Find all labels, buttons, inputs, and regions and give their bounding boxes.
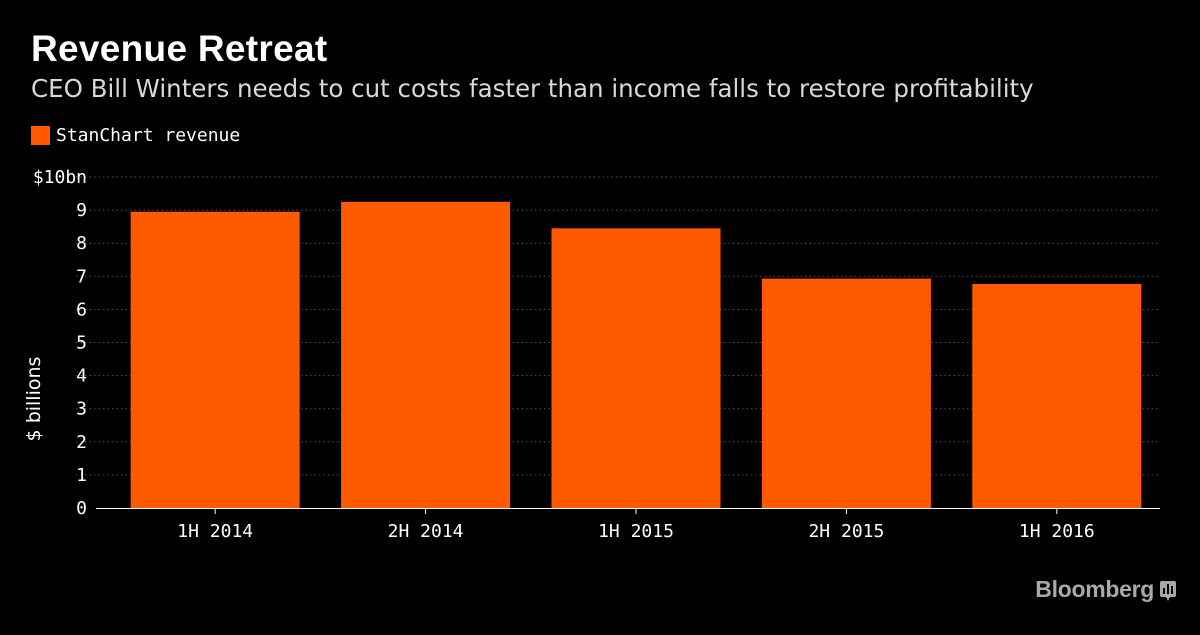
bar: [551, 228, 721, 508]
bar: [972, 283, 1142, 508]
y-tick-label: 2: [76, 432, 87, 453]
y-tick-label: 5: [76, 333, 87, 354]
bloomberg-chart-icon: [1160, 580, 1176, 601]
y-tick-label: 6: [76, 299, 87, 320]
source-branding: Bloomberg: [1035, 576, 1176, 603]
legend-label: StanChart revenue: [56, 124, 241, 146]
bar: [130, 211, 300, 508]
y-tick-label: 7: [76, 266, 87, 287]
legend-swatch: [31, 125, 50, 145]
y-tick-label: 4: [76, 366, 87, 387]
y-axis-ticks: 0 1 2 3 4 5 6 7 8 9 $10bn: [33, 167, 87, 519]
x-axis: 1H 2014 2H 2014 1H 2015 2H 2015 1H 2016: [96, 508, 1160, 542]
legend: StanChart revenue: [31, 124, 241, 146]
x-tick-label: 1H 2015: [598, 521, 674, 542]
y-tick-label: 9: [76, 200, 87, 221]
x-tick-label: 2H 2014: [388, 521, 464, 542]
bloomberg-logo: Bloomberg: [1035, 576, 1154, 602]
bars: [130, 201, 1142, 508]
y-tick-label: 3: [76, 399, 87, 420]
x-tick-label: 1H 2016: [1019, 521, 1095, 542]
y-tick-label: $10bn: [33, 167, 87, 188]
y-tick-label: 8: [76, 233, 87, 254]
y-tick-label: 0: [76, 498, 87, 519]
chart-subtitle: CEO Bill Winters needs to cut costs fast…: [31, 74, 1034, 103]
x-tick-label: 1H 2014: [177, 521, 253, 542]
bar: [341, 201, 511, 508]
chart-title: Revenue Retreat: [31, 28, 328, 69]
x-tick-label: 2H 2015: [808, 521, 884, 542]
y-tick-label: 1: [76, 465, 87, 486]
bar: [761, 278, 931, 508]
